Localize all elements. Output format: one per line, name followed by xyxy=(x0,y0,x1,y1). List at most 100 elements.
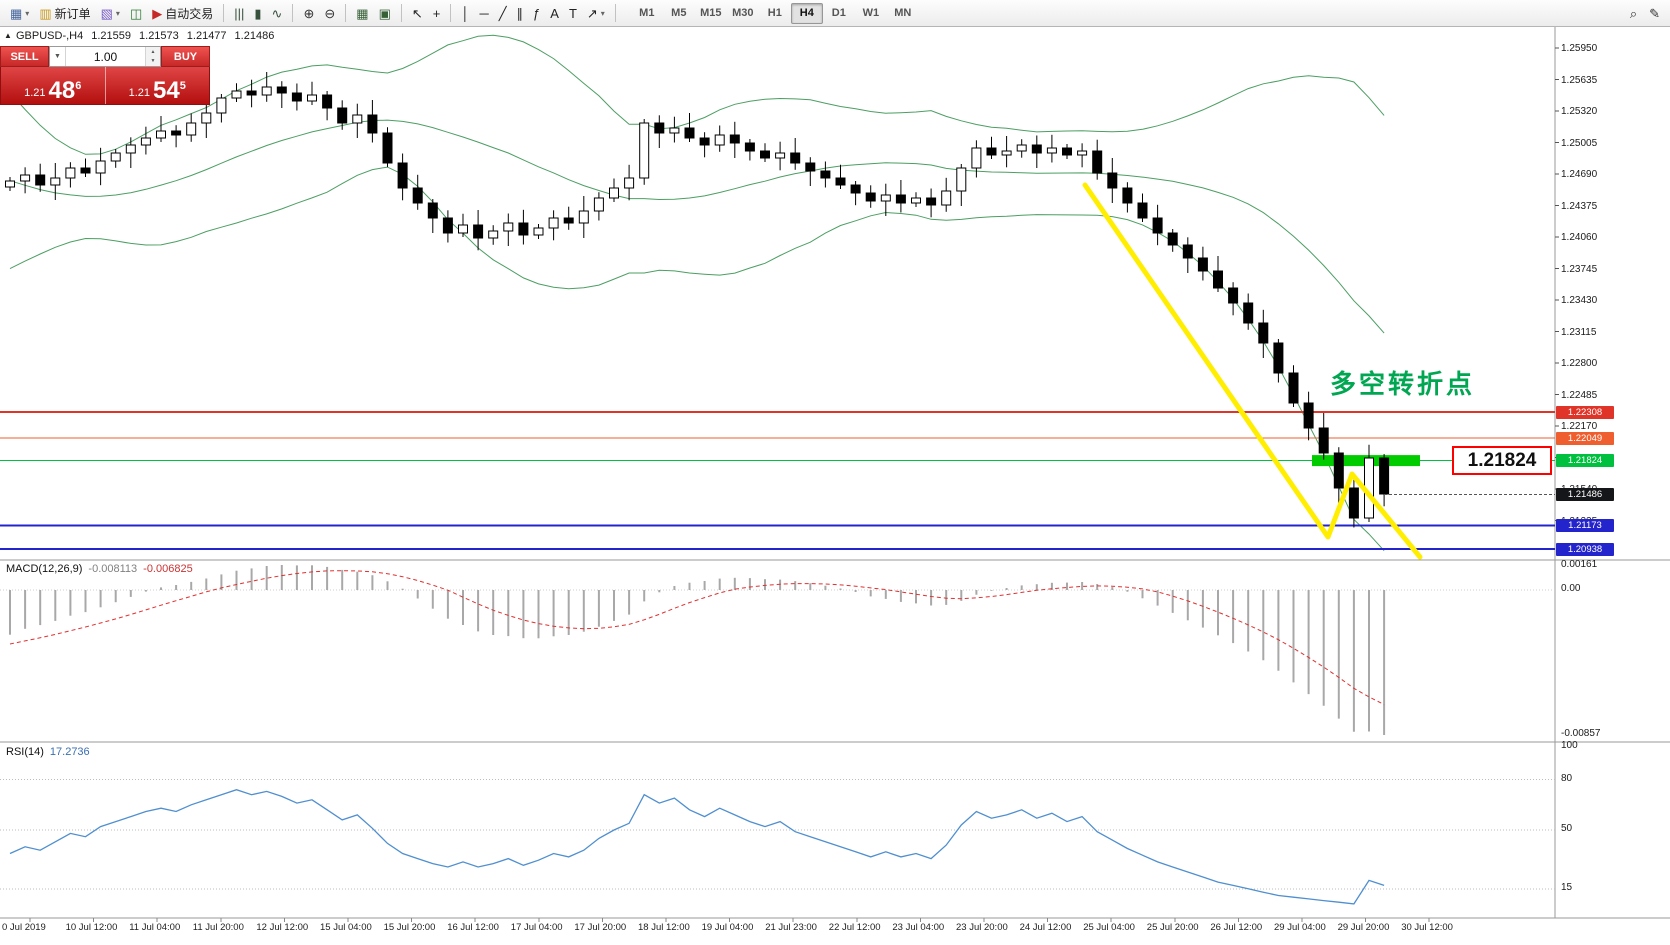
price-callout-box[interactable]: 1.21824 xyxy=(1452,446,1552,475)
arrows-icon: ↗ xyxy=(586,5,598,21)
candle-body xyxy=(1197,257,1208,272)
search-icon: ⌕ xyxy=(1629,5,1638,21)
candle-body xyxy=(458,224,468,234)
candle-body xyxy=(427,202,438,219)
volume-field[interactable]: ▼ 1.00 ▲ ▼ xyxy=(49,46,161,67)
vertical-line-button[interactable]: │ xyxy=(456,1,474,25)
channel-button[interactable]: ∥ xyxy=(512,1,529,25)
price-tick: 1.25950 xyxy=(1561,43,1598,54)
candlestick-chart-icon: ▮ xyxy=(254,5,262,21)
caret-down-icon: ▾ xyxy=(600,8,605,18)
caret-down-icon: ▾ xyxy=(25,8,30,18)
candle-body xyxy=(669,127,680,134)
candlestick-chart-button[interactable]: ▮ xyxy=(249,1,266,25)
time-label: 25 Jul 04:00 xyxy=(1083,922,1135,933)
timeframe-mn[interactable]: MN xyxy=(894,6,912,19)
time-label: 15 Jul 20:00 xyxy=(383,922,436,933)
spinner-up-icon[interactable]: ▲ xyxy=(146,47,160,57)
line-chart-button[interactable]: ∿ xyxy=(267,1,288,25)
fibonacci-button[interactable]: ƒ xyxy=(528,1,545,25)
crosshair-button[interactable]: + xyxy=(428,1,446,25)
buy-price-digits: 54 xyxy=(153,76,180,104)
price-tick: 1.23430 xyxy=(1561,295,1598,306)
timeframe-d1[interactable]: D1 xyxy=(831,6,846,19)
buy-price-sup: 5 xyxy=(179,79,186,92)
rsi-line xyxy=(9,789,1385,905)
new-order-button[interactable]: ▥ 新订单 xyxy=(34,1,95,25)
candle-body xyxy=(171,130,182,136)
cascade-windows-icon: ▣ xyxy=(378,5,391,21)
price-tick: 1.24690 xyxy=(1561,169,1598,180)
arrows-button[interactable]: ↗ ▾ xyxy=(582,1,610,25)
candle-body xyxy=(246,90,257,96)
candle-body xyxy=(125,144,136,154)
low-value: 1.21477 xyxy=(186,30,227,42)
timeframe-m15[interactable]: M15 xyxy=(700,6,722,19)
candle-body xyxy=(216,97,227,114)
timeframe-m5[interactable]: M5 xyxy=(671,6,687,19)
new-chart-button[interactable]: ▦ ▾ xyxy=(5,1,34,25)
buy-price-button[interactable]: 1.21 545 xyxy=(105,67,209,104)
tile-windows-button[interactable]: ▦ xyxy=(351,1,373,25)
sell-price-button[interactable]: 1.21 486 xyxy=(1,67,106,104)
auto-arrange-button[interactable]: ▣ xyxy=(374,1,396,25)
symbol-period-label: GBPUSD-,H4 xyxy=(16,30,84,42)
yellow-trendline[interactable] xyxy=(1082,182,1423,560)
label-button[interactable]: T xyxy=(564,1,582,25)
candle-body xyxy=(593,197,604,212)
time-label: 23 Jul 20:00 xyxy=(956,922,1008,933)
close-value: 1.21486 xyxy=(234,30,275,42)
macd-scale-label: -0.00857 xyxy=(1561,728,1601,739)
volume-value[interactable]: 1.00 xyxy=(93,49,118,64)
high-value: 1.21573 xyxy=(139,30,179,42)
timeframe-m1[interactable]: M1 xyxy=(639,6,655,19)
text-button[interactable]: A xyxy=(545,1,564,25)
profiles-button[interactable]: ▧ ▾ xyxy=(96,1,125,25)
quick-message-button[interactable]: ✎ xyxy=(1644,1,1665,25)
time-label: 25 Jul 20:00 xyxy=(1146,922,1199,933)
rsi-value: 17.2736 xyxy=(49,746,90,758)
price-tag-1.20938: 1.20938 xyxy=(1556,542,1614,556)
candle-body xyxy=(850,184,861,194)
price-tick: 1.25635 xyxy=(1561,74,1598,86)
autotrading-button[interactable]: ▶ 自动交易 xyxy=(147,1,218,25)
buy-button[interactable]: BUY xyxy=(161,46,210,67)
candle-body xyxy=(1167,232,1178,246)
sell-button[interactable]: SELL xyxy=(0,46,49,67)
candle-body xyxy=(140,137,151,146)
bar-chart-button[interactable]: ||| xyxy=(229,1,249,25)
candle-body xyxy=(156,130,166,139)
candle-body xyxy=(397,162,408,189)
timeframe-w1[interactable]: W1 xyxy=(862,6,880,19)
zoom-out-button[interactable]: ⊖ xyxy=(319,1,340,25)
rsi-name: RSI(14) xyxy=(6,746,44,758)
turning-point-annotation[interactable]: 多空转折点 xyxy=(1330,369,1476,399)
zoom-in-button[interactable]: ⊕ xyxy=(298,1,319,25)
timeframe-m30[interactable]: M30 xyxy=(732,6,754,19)
rsi-scale-label: 100 xyxy=(1561,740,1578,751)
toolbar-separator xyxy=(614,4,616,22)
timeframe-h4[interactable]: H4 xyxy=(790,2,823,24)
fibonacci-icon: ƒ xyxy=(533,5,541,21)
chart-ohlc-header: GBPUSD-,H4 1.21559 1.21573 1.21477 1.214… xyxy=(16,30,274,42)
price-tick: 1.23745 xyxy=(1561,263,1598,275)
cursor-button[interactable]: ↖ xyxy=(407,1,428,25)
market-watch-button[interactable]: ◫ xyxy=(125,1,147,25)
buy-price-big: 545 xyxy=(153,78,186,102)
rsi-scale-label: 50 xyxy=(1561,823,1573,834)
candle-body xyxy=(760,150,770,159)
ohlc-toggle-icon[interactable]: ▲ xyxy=(4,31,12,40)
candle-body xyxy=(276,86,287,94)
candle-body xyxy=(941,190,952,206)
spinner-down-icon[interactable]: ▼ xyxy=(146,56,160,66)
price-tag-1.22308: 1.22308 xyxy=(1556,405,1614,419)
volume-dropdown-icon[interactable]: ▼ xyxy=(50,47,66,66)
time-label: 16 Jul 12:00 xyxy=(447,922,499,933)
horizontal-line-button[interactable]: ─ xyxy=(474,1,493,25)
timeframe-h1[interactable]: H1 xyxy=(767,6,782,19)
search-button[interactable]: ⌕ xyxy=(1625,1,1642,25)
time-label: 12 Jul 12:00 xyxy=(256,922,309,933)
candle-body xyxy=(80,167,91,174)
trendline-button[interactable]: ╱ xyxy=(494,1,512,25)
